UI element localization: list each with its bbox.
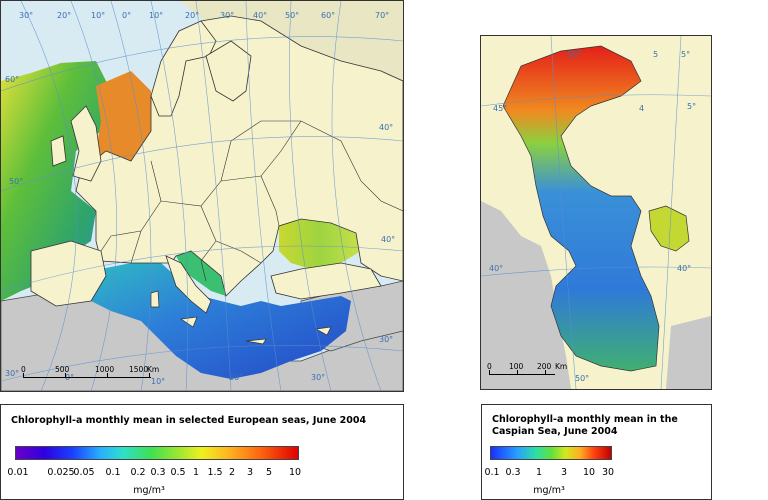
graticule-label: 40° [253,11,268,20]
graticule-label: 40° [381,235,396,244]
europe-tick-label: 0.1 [105,467,121,478]
europe-unit-label: mg/m³ [133,485,165,496]
europe-tick-label: 0.3 [150,467,166,478]
scale-label: 1500 [129,365,149,374]
caspian-legend-title-line1: Chlorophyll-a monthly mean in the [492,414,678,425]
kara-bogaz-chlorophyll [648,205,690,252]
graticule-label: 45° [493,104,508,113]
graticule-label: 30° [19,11,34,20]
europe-tick-label: 5 [265,467,273,478]
cyprus-land [314,326,332,336]
europe-tick-label: 0.05 [73,467,95,478]
ireland-land [50,135,67,167]
turkey-land [270,262,382,300]
italy-land [165,255,212,314]
great-britain-land [70,105,102,182]
scale-label: 0 [487,362,492,371]
caspian-tick-label: 0.1 [484,467,500,478]
caspian-map-svg [481,36,711,389]
scale-label: 200 [537,362,552,371]
graticule-label: 70° [375,11,390,20]
europe-tick-label: 10 [288,467,302,478]
scale-label: 0 [21,365,26,374]
caspian-tick-label: 1 [535,467,543,478]
graticule-label: 30° [5,369,20,378]
graticule-label: 50° [567,50,582,59]
graticule-label: 20° [229,373,244,382]
europe-legend: Chlorophyll-a monthly mean in selected E… [0,404,404,500]
adriatic-chlorophyll [176,251,226,296]
graticule-label: 5° [681,50,691,59]
caspian-legend-title: Chlorophyll-a monthly mean in the Caspia… [492,414,678,438]
europe-legend-title: Chlorophyll-a monthly mean in selected E… [11,415,367,426]
caspian-map: 50° 45° 5 4 5° 5° 40° 40° 50° 0 100 200 … [480,35,712,390]
graticule-label: 5 [653,50,659,59]
caspian-tick-label: 10 [582,467,596,478]
caspian-sea-chlorophyll [502,45,660,372]
graticule-label: 10° [91,11,106,20]
graticule-label: 20° [57,11,72,20]
graticule-label: 4 [639,104,645,113]
europe-map-svg [1,1,403,391]
graticule-label: 50° [9,177,24,186]
black-sea-chlorophyll [279,219,361,269]
graticule-label: 50° [285,11,300,20]
scale-label: Km [555,362,568,371]
scale-label: Km [147,365,160,374]
graticule-label: 30° [379,335,394,344]
europe-tick-label: 2 [228,467,236,478]
europe-tick-label: 0.01 [7,467,29,478]
europe-tick-label: 0.025 [47,467,75,478]
finland-land [205,40,252,102]
north-sea-chlorophyll [96,71,151,171]
graticule-label: 60° [5,75,20,84]
caspian-unit-label: mg/m³ [533,485,565,496]
sardinia-land [150,290,160,308]
caspian-graticule [481,36,711,389]
graticule-label: 30° [311,373,326,382]
caspian-tick-label: 0.3 [505,467,521,478]
caspian-tick-label: 30 [601,467,615,478]
caspian-east-gray-land [666,316,711,389]
graticule-label: 5° [687,102,697,111]
graticule-label: 0° [122,11,132,20]
caspian-gray-land [481,201,571,389]
graticule-label: 40° [677,264,692,273]
graticule-lines [1,1,403,391]
europe-map: 30° 20° 10° 0° 10° 20° 30° 40° 50° 60° 7… [0,0,404,392]
europe-color-bar [15,446,299,460]
scale-label: 1000 [95,365,115,374]
caspian-legend: Chlorophyll-a monthly mean in the Caspia… [481,404,712,500]
caspian-color-bar [490,446,612,460]
caspian-legend-title-line2: Caspian Sea, June 2004 [492,426,618,437]
sicily-land [180,316,198,328]
graticule-label: 50° [575,374,590,383]
graticule-label: 30° [220,11,235,20]
graticule-label: 10° [151,377,166,386]
europe-tick-label: 0.5 [170,467,186,478]
graticule-label: 40° [379,123,394,132]
europe-scale-bar: 0 500 1000 1500 Km [21,365,160,385]
crete-land [245,338,267,345]
graticule-label: 10° [149,11,164,20]
europe-tick-label: 1 [192,467,200,478]
europe-tick-label: 1.5 [207,467,223,478]
graticule-label: 20° [185,11,200,20]
scale-label: 500 [55,365,70,374]
europe-tick-label: 0.2 [130,467,146,478]
graticule-label: 60° [321,11,336,20]
europe-tick-label: 3 [246,467,254,478]
graticule-label: 40° [489,264,504,273]
caspian-tick-label: 3 [560,467,568,478]
caspian-scale-bar: 0 100 200 Km [487,362,567,382]
scale-label: 100 [509,362,524,371]
